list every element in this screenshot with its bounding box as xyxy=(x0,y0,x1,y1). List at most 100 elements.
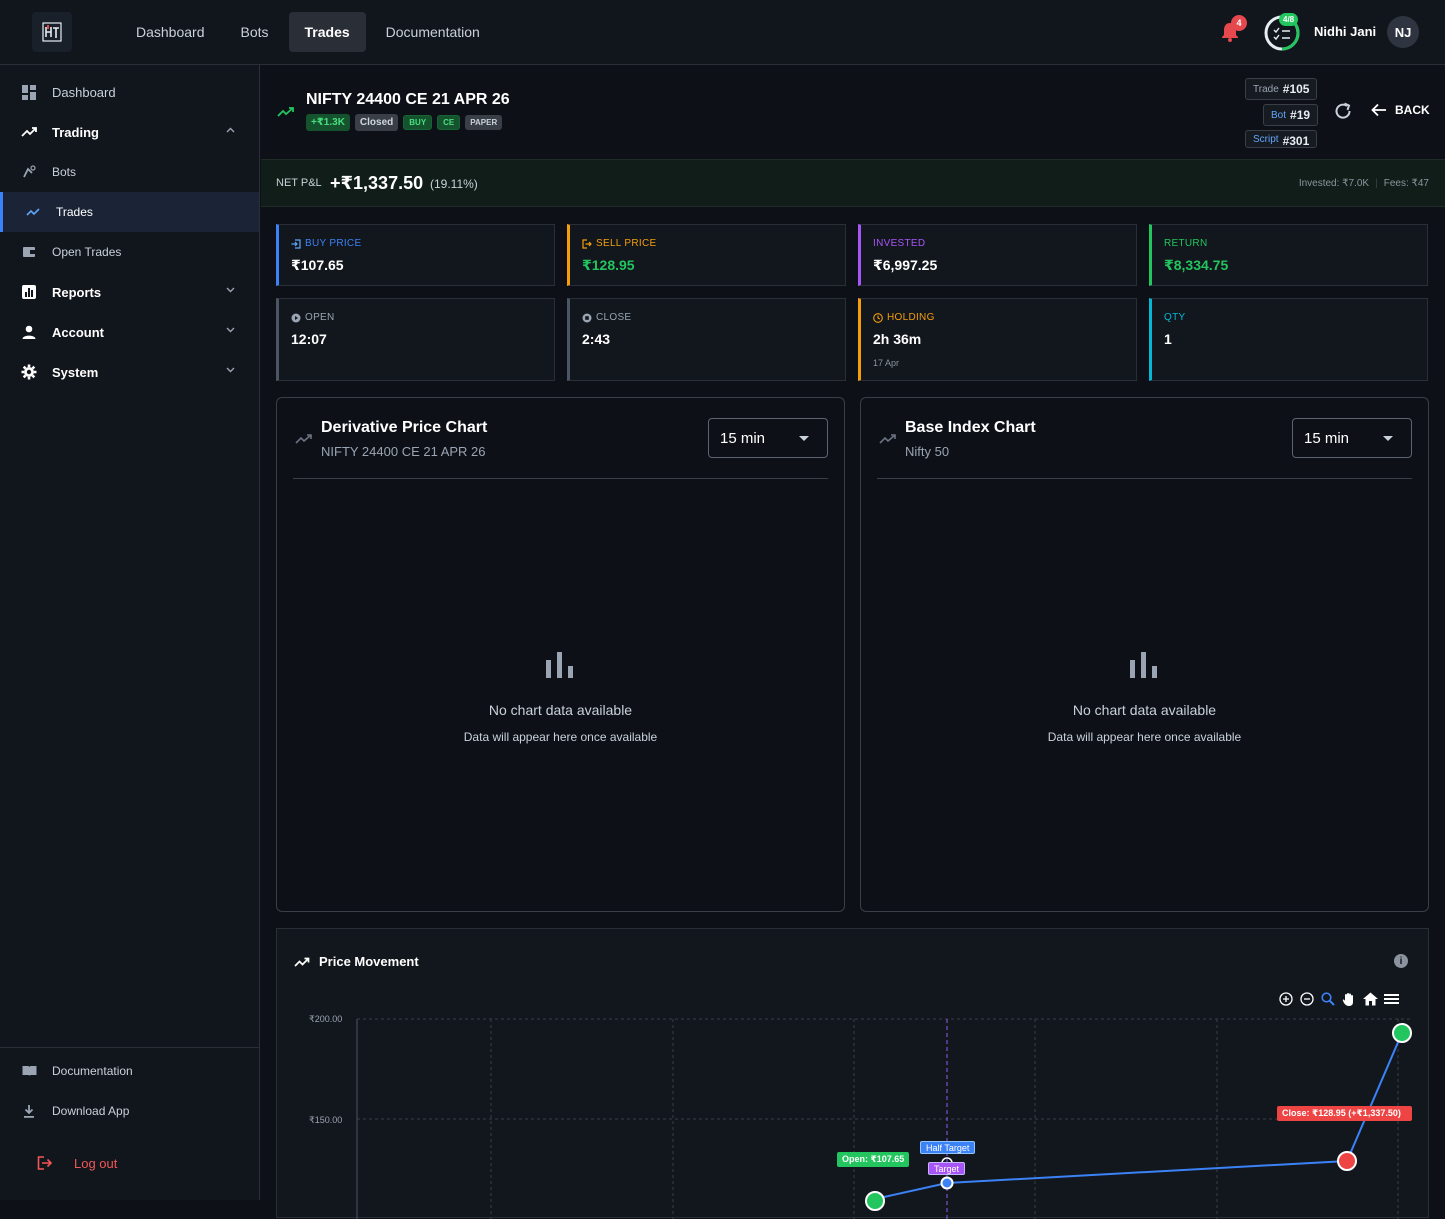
sidebar-item-system[interactable]: System xyxy=(0,352,259,392)
notification-count-badge: 4 xyxy=(1231,15,1247,31)
topnav-trades[interactable]: Trades xyxy=(288,12,366,52)
empty-state-subtitle: Data will appear here once available xyxy=(1047,730,1242,744)
base-index-chart: Base Index Chart Nifty 50 15 min No char… xyxy=(860,397,1429,912)
stat-card-label-text: QTY xyxy=(1164,312,1186,323)
topnav-dashboard[interactable]: Dashboard xyxy=(136,24,205,40)
trade-header: NIFTY 24400 CE 21 APR 26 +₹1.3K Closed B… xyxy=(261,65,1445,159)
stat-card-label: RETURN xyxy=(1164,238,1207,249)
chevron-up-icon xyxy=(226,125,235,136)
user-name[interactable]: Nidhi Jani xyxy=(1314,24,1377,39)
interval-select[interactable]: 15 min xyxy=(708,418,828,458)
back-button[interactable]: BACK xyxy=(1371,103,1430,117)
half-target-marker-label: Half Target xyxy=(920,1141,976,1154)
page-title: NIFTY 24400 CE 21 APR 26 xyxy=(306,91,510,108)
stop-circle-icon xyxy=(582,313,592,322)
fees-summary: Fees: ₹47 xyxy=(1383,178,1429,189)
home-reset-icon[interactable] xyxy=(1362,991,1378,1007)
bot-id: #19 xyxy=(1290,108,1311,122)
open-point[interactable] xyxy=(865,1191,885,1211)
pan-hand-icon[interactable] xyxy=(1341,991,1357,1007)
sidebar-item-trading[interactable]: Trading xyxy=(0,112,259,152)
net-pnl-value: +₹1,337.50 xyxy=(330,173,424,193)
stat-card-label-text: HOLDING xyxy=(887,312,935,323)
sidebar-item-label: Documentation xyxy=(52,1064,133,1078)
stat-card-value: ₹8,334.75 xyxy=(1164,257,1229,273)
bar-chart-icon xyxy=(545,652,575,683)
close-point[interactable] xyxy=(1337,1151,1357,1171)
trending-up-icon xyxy=(24,203,42,221)
stat-card-holding: HOLDING 2h 36m 17 Apr xyxy=(858,298,1137,381)
stat-card-label-text: BUY PRICE xyxy=(305,238,362,249)
topnav-bots[interactable]: Bots xyxy=(240,24,269,40)
dropdown-arrow-icon xyxy=(1383,436,1393,441)
trade-id-chip[interactable]: Trade #105 xyxy=(1245,78,1318,100)
stat-card-sell-price: SELL PRICE ₹128.95 xyxy=(567,224,846,286)
stat-card-label: BUY PRICE xyxy=(291,238,361,249)
last-point[interactable] xyxy=(1392,1023,1412,1043)
stat-card-value: 12:07 xyxy=(291,331,327,347)
sidebar-item-download-app[interactable]: Download App xyxy=(0,1091,259,1131)
price-movement-title: Price Movement xyxy=(319,954,419,969)
wallet-icon xyxy=(20,243,38,261)
empty-state-title: No chart data available xyxy=(1072,702,1217,718)
sidebar-item-trades[interactable]: Trades xyxy=(0,192,259,232)
bar-chart-icon xyxy=(20,283,38,301)
stat-card-close: CLOSE 2:43 xyxy=(567,298,846,381)
mode-badge: PAPER xyxy=(465,115,503,130)
sidebar-item-account[interactable]: Account xyxy=(0,312,259,352)
avatar[interactable]: NJ xyxy=(1387,16,1419,48)
person-icon xyxy=(20,323,38,341)
option-type-badge: CE xyxy=(437,115,461,130)
info-icon[interactable]: i xyxy=(1394,954,1408,968)
net-pnl-label: NET P&L xyxy=(276,177,322,189)
price-line xyxy=(874,1032,1403,1200)
menu-icon[interactable] xyxy=(1383,991,1399,1007)
main-content: NIFTY 24400 CE 21 APR 26 +₹1.3K Closed B… xyxy=(261,65,1445,1219)
bot-id-chip[interactable]: Bot #19 xyxy=(1263,104,1319,126)
stat-card-value: ₹107.65 xyxy=(291,257,344,273)
logo-icon xyxy=(42,22,62,42)
play-circle-icon xyxy=(291,313,301,322)
invested-summary: Invested: ₹7.0K xyxy=(1298,178,1370,189)
target-point[interactable] xyxy=(940,1176,954,1190)
bot-id-label: Bot xyxy=(1271,109,1287,121)
chart-grid xyxy=(357,1018,1412,1219)
close-marker-label: Close: ₹128.95 (+₹1,337.50) xyxy=(1277,1106,1412,1121)
stat-card-return: RETURN ₹8,334.75 xyxy=(1149,224,1428,286)
trending-up-icon xyxy=(20,123,38,141)
sidebar-item-label: Trading xyxy=(52,124,99,140)
trade-id-label: Trade xyxy=(1253,83,1279,95)
task-progress-badge: 4/8 xyxy=(1279,13,1299,26)
book-icon xyxy=(20,1062,38,1080)
target-marker-label: Target xyxy=(928,1162,966,1175)
stat-card-label: CLOSE xyxy=(582,312,631,323)
arrow-left-icon xyxy=(1371,103,1386,117)
app-logo[interactable] xyxy=(32,12,72,52)
sidebar-item-bots[interactable]: Bots xyxy=(0,152,259,192)
sidebar-item-reports[interactable]: Reports xyxy=(0,272,259,312)
script-id-chip[interactable]: Script #301 xyxy=(1245,130,1318,148)
zoom-out-icon[interactable] xyxy=(1299,991,1315,1007)
derivative-price-chart: Derivative Price Chart NIFTY 24400 CE 21… xyxy=(276,397,845,912)
status-badge: Closed xyxy=(354,114,399,131)
chevron-down-icon xyxy=(226,365,235,376)
sidebar-item-documentation[interactable]: Documentation xyxy=(0,1051,259,1091)
logout-button[interactable]: Log out xyxy=(0,1143,259,1183)
stat-card-label: INVESTED xyxy=(873,238,925,249)
sidebar-item-label: Open Trades xyxy=(52,245,122,259)
topnav-documentation[interactable]: Documentation xyxy=(385,24,480,40)
zoom-in-icon[interactable] xyxy=(1278,991,1294,1007)
sidebar-item-dashboard[interactable]: Dashboard xyxy=(0,72,259,112)
price-movement-panel: Price Movement i ₹200.00 ₹150.00 Open: ₹… xyxy=(276,928,1429,1219)
login-icon xyxy=(291,238,301,249)
stat-card-value: 2h 36m xyxy=(873,331,922,347)
stat-card-buy-price: BUY PRICE ₹107.65 xyxy=(276,224,555,286)
interval-select[interactable]: 15 min xyxy=(1292,418,1412,458)
stat-card-value: ₹6,997.25 xyxy=(873,257,938,273)
refresh-icon[interactable] xyxy=(1333,101,1353,126)
zoom-selection-icon[interactable] xyxy=(1320,991,1336,1007)
sidebar-item-open-trades[interactable]: Open Trades xyxy=(0,232,259,272)
interval-select-value: 15 min xyxy=(1304,429,1350,447)
sidebar-item-label: Reports xyxy=(52,284,102,300)
chart-divider xyxy=(293,478,828,479)
